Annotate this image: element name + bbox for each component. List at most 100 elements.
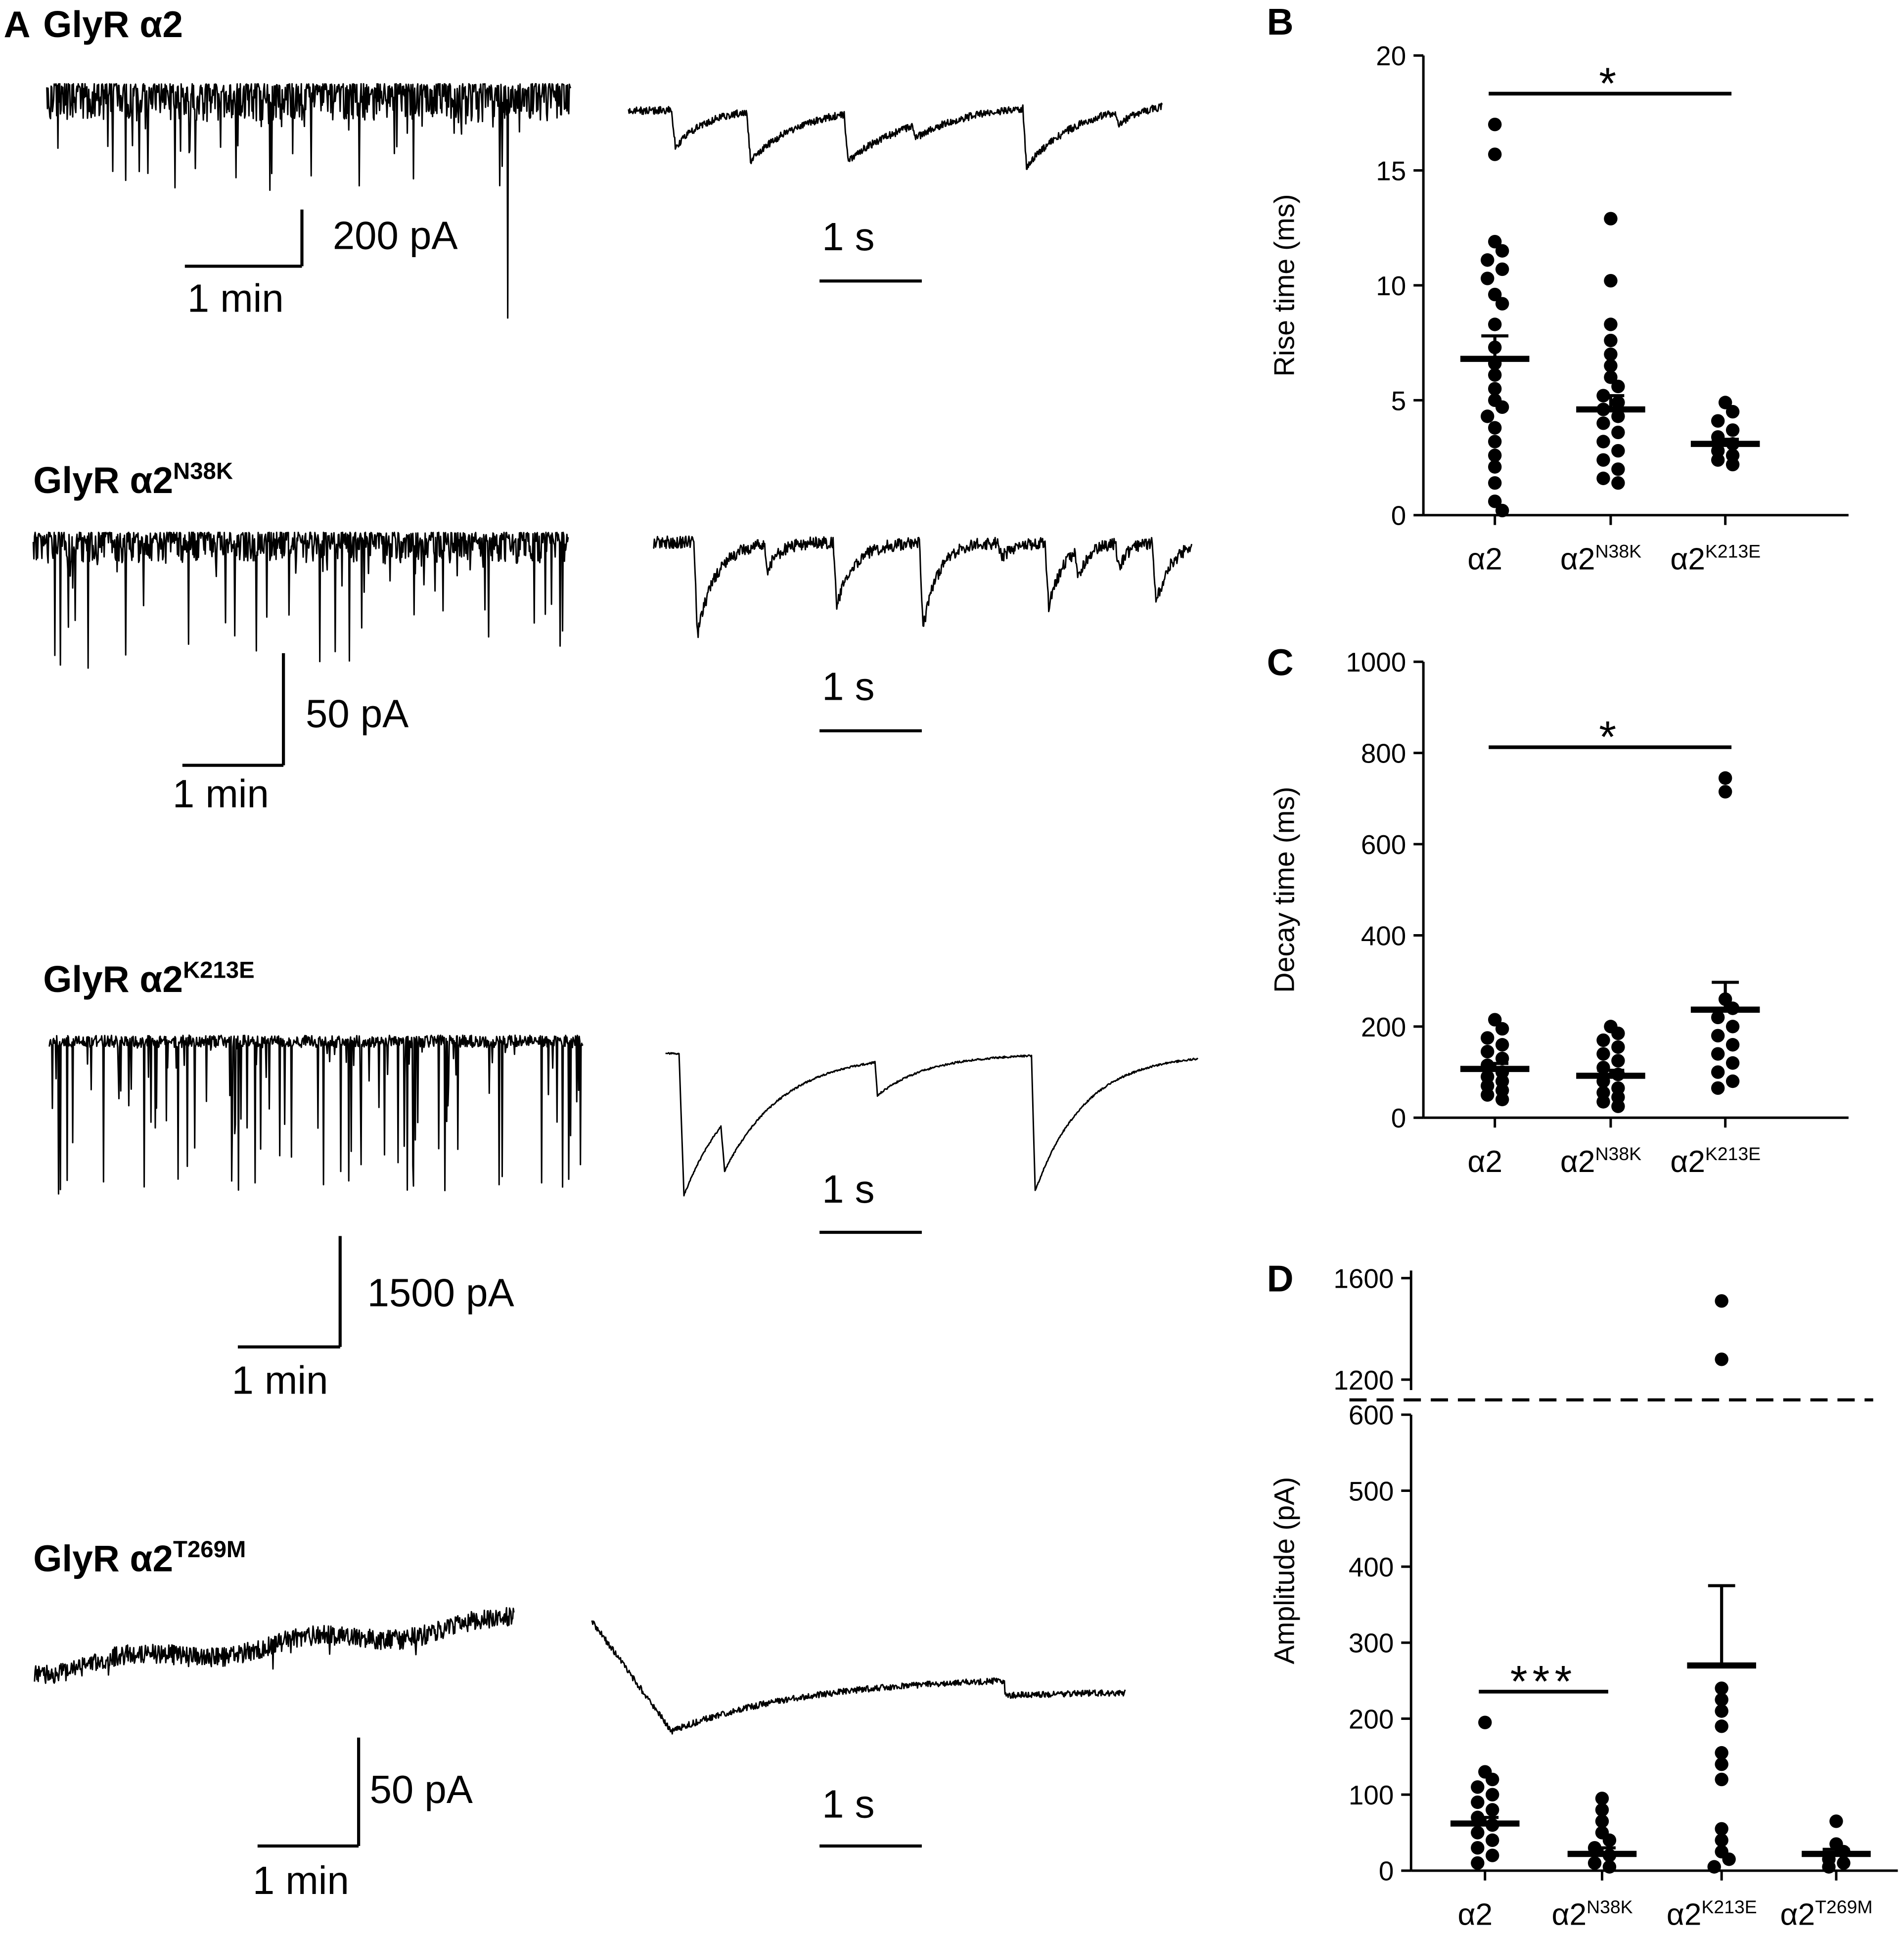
x-tick-label-main: α2 [1667,1897,1702,1932]
time-scale: 1 min [253,1858,349,1902]
data-point [1837,1856,1851,1870]
data-point [1595,1792,1609,1805]
data-point [1715,1822,1728,1836]
data-point [1495,1092,1509,1107]
data-point [1488,117,1502,132]
time-scale: 1 min [173,771,269,815]
data-point [1715,1294,1728,1308]
y-tick-label: 400 [1349,1552,1394,1582]
data-point [1725,1020,1740,1034]
data-point [1596,1095,1610,1109]
data-point [1488,147,1502,161]
y-tick-label: 300 [1349,1628,1394,1659]
data-point [1611,379,1625,394]
x-tick-label-sup: N38K [1595,541,1642,562]
x-tick-label: α2 [1467,1145,1502,1179]
data-point [1488,421,1502,435]
data-point [1495,1038,1509,1052]
x-tick-label-sup: K213E [1705,1143,1761,1164]
x-tick-label: α2N38K [1560,1143,1641,1179]
data-point [1715,1772,1728,1787]
data-point [1611,425,1625,440]
data-point [1596,1033,1610,1047]
x-tick-label: α2 [1457,1897,1493,1932]
recording-title-main: GlyR α2 [33,459,173,501]
data-point [1478,1715,1492,1729]
x-tick-label: α2 [1467,542,1502,576]
recording-title: GlyR α2K213E [43,957,254,1000]
time-scale: 1 min [231,1358,328,1402]
current-trace [48,1034,584,1195]
data-point [1707,1860,1721,1874]
data-point [1715,1719,1728,1733]
data-point [1602,1860,1617,1874]
x-tick-label-main: α2 [1457,1897,1493,1932]
y-tick-label: 200 [1349,1704,1394,1734]
recording-title-sup: K213E [183,957,255,984]
data-point [1611,396,1625,409]
data-point [1471,1795,1485,1809]
recording-title: GlyR α2 [43,3,183,45]
y-tick-label: 5 [1391,385,1406,416]
data-point [1481,1031,1495,1045]
significance-label: * [1599,713,1621,762]
data-point [1488,382,1502,396]
panel-label: D [1267,1258,1294,1300]
current-trace [653,535,1193,638]
data-point [1718,771,1732,785]
data-point [1604,370,1618,384]
data-point [1711,414,1725,428]
data-point [1611,476,1625,490]
data-point [1481,409,1495,423]
data-point [1488,287,1502,302]
y-tick-label: 500 [1349,1476,1394,1506]
data-point [1485,1848,1499,1862]
data-point [1611,1099,1625,1113]
x-tick-label-sup: K213E [1705,541,1761,562]
data-point [1829,1814,1843,1828]
y-tick-label: 1200 [1333,1365,1394,1396]
data-point [1471,1780,1485,1794]
panel-label: A [3,3,30,45]
data-point [1488,435,1502,449]
data-point [1596,453,1610,467]
data-point [1711,1010,1725,1025]
current-trace [665,1052,1199,1197]
data-point [1481,271,1495,285]
y-tick-label: 1000 [1346,647,1406,677]
data-point [1471,1856,1485,1870]
data-point [1481,253,1495,267]
data-point [1722,1852,1736,1866]
data-point [1495,400,1509,414]
y-tick-label: 100 [1349,1780,1394,1810]
data-point [1495,1022,1509,1036]
x-tick-label-main: α2 [1670,1145,1705,1179]
time-scale: 1 s [822,1782,874,1826]
recording-title-main: GlyR α2 [33,1537,173,1579]
data-point [1485,1772,1499,1787]
time-scale: 1 s [822,665,874,709]
data-point [1596,416,1610,430]
recording-title-main: GlyR α2 [43,958,183,1000]
data-point [1604,347,1618,361]
data-point [1725,423,1740,437]
data-point [1471,1841,1485,1855]
data-point [1725,457,1740,472]
data-point [1715,1746,1728,1760]
data-point [1488,368,1502,382]
data-point [1495,262,1509,276]
x-tick-label: α2N38K [1551,1896,1632,1932]
x-tick-label: α2K213E [1667,1896,1757,1932]
x-tick-label-main: α2 [1467,1145,1502,1179]
data-point [1822,1860,1836,1874]
data-point [1485,1833,1499,1847]
data-point [1595,1814,1609,1828]
current-trace [628,102,1163,170]
data-point [1596,1047,1610,1061]
amplitude-scale: 50 pA [370,1767,473,1811]
x-tick-label: α2K213E [1670,541,1761,577]
y-tick-label: 800 [1361,738,1406,769]
y-tick-label: 10 [1376,270,1406,301]
data-point [1711,1065,1725,1079]
x-tick-label-main: α2 [1780,1897,1815,1932]
